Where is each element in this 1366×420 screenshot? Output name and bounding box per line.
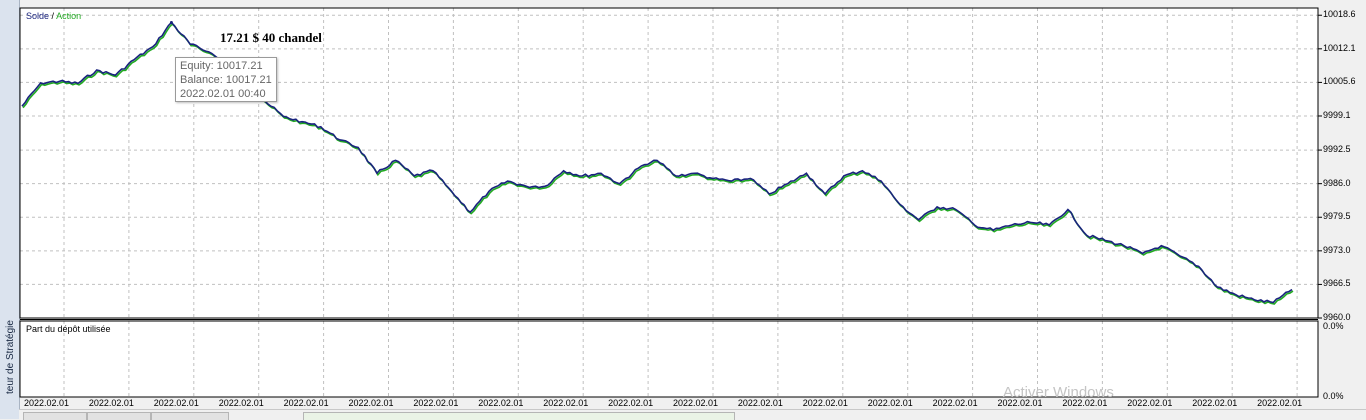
- x-tick-label: 2022.02.01: [1257, 398, 1303, 408]
- legend-separator: /: [51, 11, 55, 21]
- y-tick-label: 9973.0: [1323, 244, 1351, 255]
- y-tick-label: 9960.0: [1323, 312, 1351, 322]
- x-tick-label: 2022.02.01: [673, 398, 719, 408]
- y-tick-label: 9979.5: [1323, 211, 1351, 222]
- x-tick-label: 2022.02.01: [1062, 398, 1108, 408]
- windows-activation-watermark: Activer Windows: [1003, 384, 1114, 401]
- tooltip-balance: Balance: 10017.21: [180, 74, 272, 86]
- x-tick-label: 2022.02.01: [153, 398, 199, 408]
- y-tick-label: 9966.5: [1323, 278, 1351, 289]
- x-tick-label: 2022.02.01: [997, 398, 1043, 408]
- x-tick-label: 2022.02.01: [24, 398, 70, 408]
- tooltip-time: 2022.02.01 00:40: [180, 88, 266, 100]
- bottom-tab-bar[interactable]: [19, 409, 1366, 420]
- y-tick-label: 10018.6: [1323, 9, 1356, 20]
- legend-solde: Solde: [26, 11, 50, 21]
- x-tick-label: 2022.02.01: [348, 398, 394, 408]
- x-tick-label: 2022.02.01: [802, 398, 848, 408]
- y-tick-label: 9986.0: [1323, 177, 1351, 188]
- peak-point: [169, 20, 173, 24]
- sub-plot-frame: [19, 320, 1319, 398]
- y-tick-label: 9999.1: [1323, 109, 1351, 120]
- bottom-tab[interactable]: [151, 412, 229, 420]
- x-tick-label: 2022.02.01: [478, 398, 524, 408]
- subchart-y-tick-top: 0.0%: [1323, 321, 1344, 331]
- sub-plot-background: [20, 321, 1318, 397]
- x-tick-label: 2022.02.01: [932, 398, 978, 408]
- y-tick-label: 10012.1: [1323, 42, 1356, 53]
- x-tick-label: 2022.02.01: [608, 398, 654, 408]
- x-tick-label: 2022.02.01: [543, 398, 589, 408]
- x-tick-label: 2022.02.01: [737, 398, 783, 408]
- y-tick-label: 9992.5: [1323, 144, 1351, 155]
- main-plot-background: [20, 8, 1318, 318]
- x-tick-label: 2022.02.01: [867, 398, 913, 408]
- data-tooltip: Equity: 10017.21 Balance: 10017.21 2022.…: [175, 57, 277, 102]
- chart-legend: Solde / Action: [26, 11, 81, 21]
- x-tick-label: 2022.02.01: [1192, 398, 1238, 408]
- x-tick-label: 2022.02.01: [413, 398, 459, 408]
- chart-annotation: 17.21 $ 40 chandel: [220, 30, 322, 45]
- bottom-tab[interactable]: [87, 412, 151, 420]
- tooltip-equity: Equity: 10017.21: [180, 60, 263, 72]
- bottom-tab[interactable]: [303, 412, 735, 420]
- x-tick-label: 2022.02.01: [218, 398, 264, 408]
- y-tick-label: 10005.6: [1323, 76, 1356, 87]
- x-tick-label: 2022.02.01: [283, 398, 329, 408]
- subchart-title: Part du dépôt utilisée: [26, 324, 111, 334]
- legend-action: Action: [56, 11, 82, 21]
- main-plot-frame: [19, 7, 1319, 319]
- subchart-y-tick-bottom: 0.0%: [1323, 391, 1344, 401]
- x-tick-label: 2022.02.01: [1127, 398, 1173, 408]
- bottom-tab[interactable]: [23, 412, 87, 420]
- x-tick-label: 2022.02.01: [88, 398, 134, 408]
